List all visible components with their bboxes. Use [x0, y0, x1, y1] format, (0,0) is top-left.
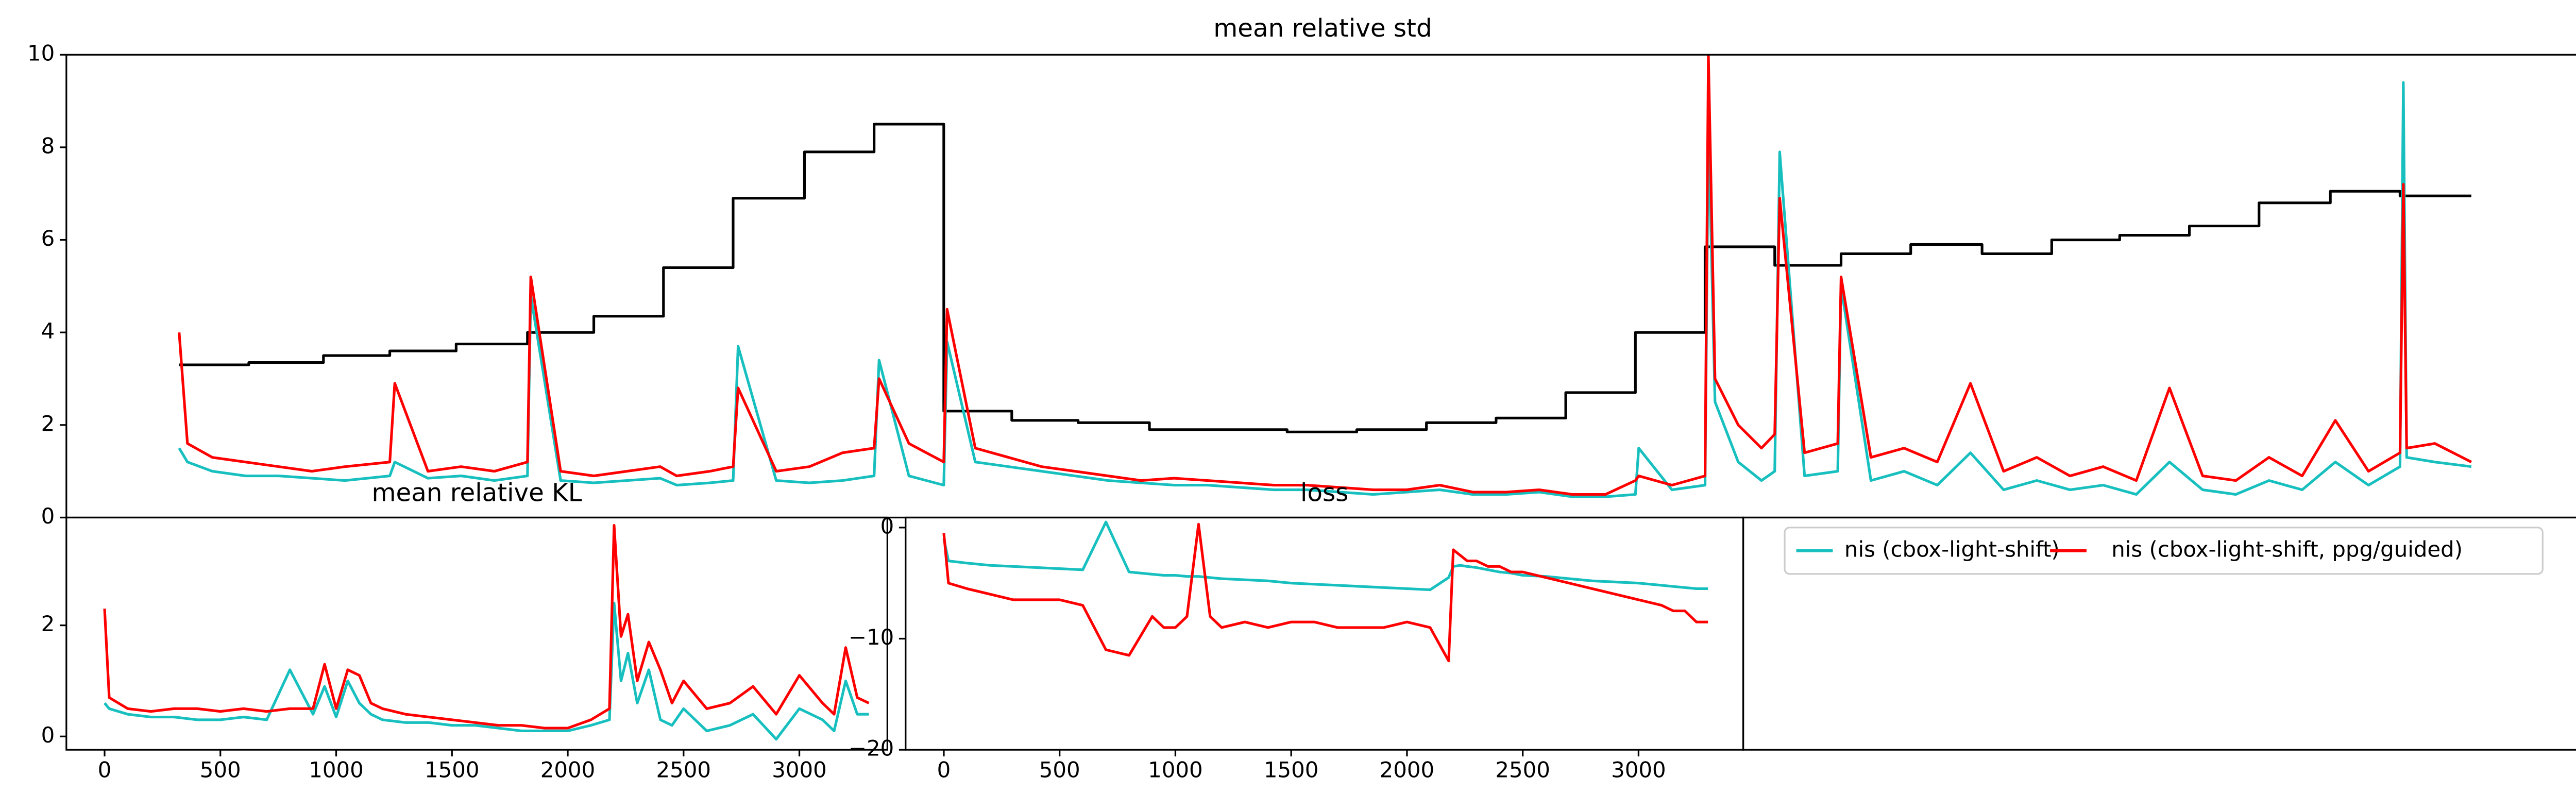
x-tick-label: 1000 — [309, 757, 364, 782]
plot-area — [103, 524, 870, 741]
series-line — [104, 601, 869, 741]
x-tick-label: 2500 — [656, 757, 711, 782]
chart-title: loss — [1300, 478, 1348, 507]
y-tick-label: −10 — [849, 625, 894, 650]
y-tick-label: −20 — [849, 736, 894, 761]
x-tick-label: 2000 — [1380, 757, 1435, 782]
x-tick-label: 3000 — [772, 757, 827, 782]
y-tick-label: 2 — [41, 611, 55, 636]
chart-title: mean relative std — [1213, 14, 1432, 43]
y-tick-label: 10 — [27, 41, 55, 66]
x-tick-label: 1500 — [425, 757, 480, 782]
y-tick-label: 0 — [41, 722, 55, 748]
x-tick-label: 1500 — [1264, 757, 1319, 782]
chart-title: mean relative KL — [372, 478, 582, 507]
series-line — [178, 81, 2472, 498]
plot-area — [178, 55, 2472, 498]
legend-box — [1784, 527, 2544, 575]
x-tick-label: 500 — [200, 757, 241, 782]
y-tick-label: 6 — [41, 226, 55, 251]
y-tick-label: 0 — [41, 503, 55, 529]
series-line — [942, 520, 1708, 592]
legend-label: nis (cbox-light-shift) — [1844, 536, 2060, 562]
x-tick-label: 500 — [1039, 757, 1080, 782]
y-tick-label: 4 — [41, 318, 55, 344]
x-tick-label: 0 — [98, 757, 112, 782]
axes-frame — [65, 516, 888, 751]
series-line — [178, 55, 2472, 496]
x-tick-label: 2500 — [1495, 757, 1550, 782]
series-line — [179, 123, 2471, 433]
x-tick-label: 3000 — [1611, 757, 1666, 782]
y-tick-label: 0 — [880, 513, 894, 538]
legend-axes — [1742, 516, 2576, 751]
legend-label: nis (cbox-light-shift, ppg/guided) — [2111, 536, 2463, 562]
y-tick-label: 2 — [41, 411, 55, 436]
x-tick-label: 2000 — [540, 757, 596, 782]
series-line — [942, 522, 1708, 663]
plot-area — [942, 520, 1708, 663]
x-tick-label: 0 — [937, 757, 951, 782]
series-line — [103, 524, 870, 730]
y-tick-label: 8 — [41, 133, 55, 158]
x-tick-label: 1000 — [1148, 757, 1203, 782]
